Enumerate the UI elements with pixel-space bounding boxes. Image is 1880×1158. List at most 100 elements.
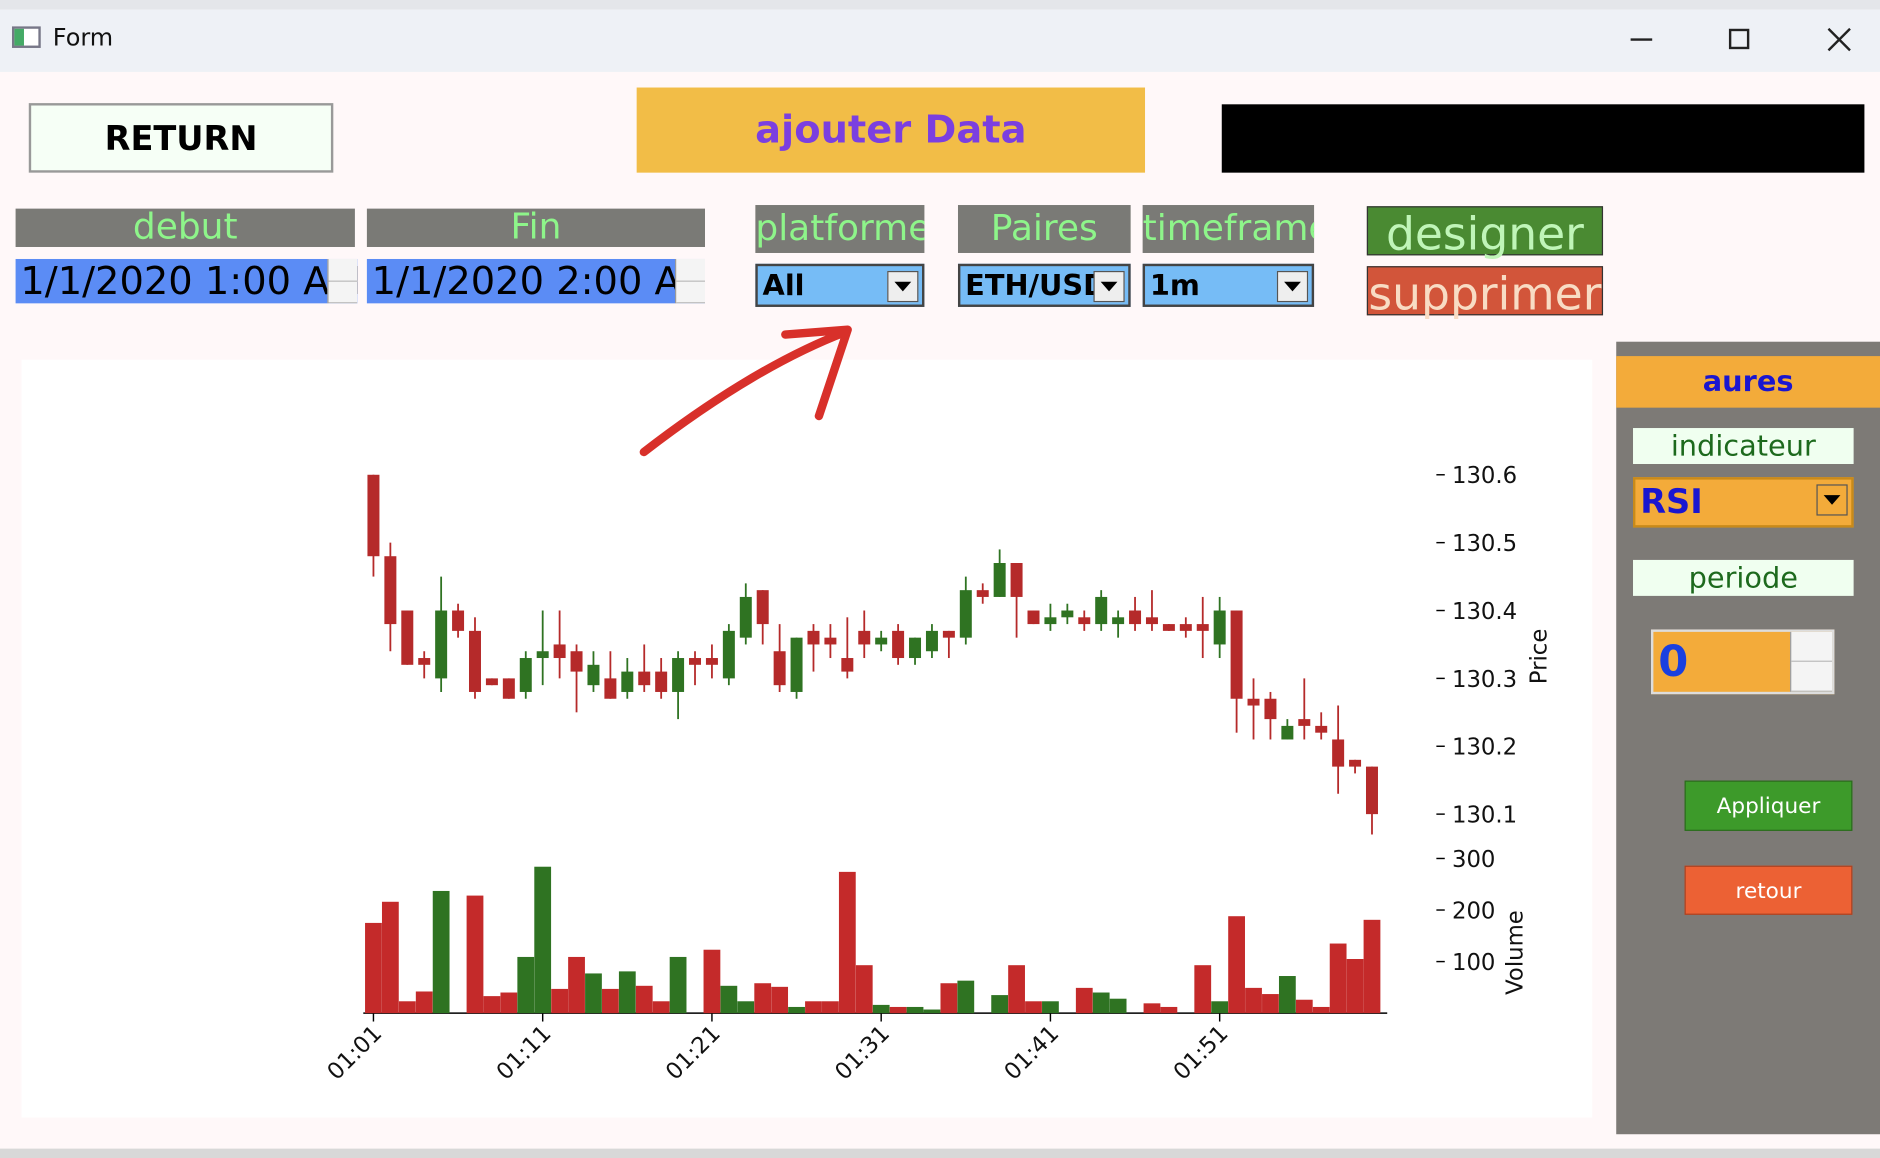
x-tick-label: 01:51	[1169, 1021, 1234, 1086]
indicator-label: indicateur	[1633, 428, 1854, 465]
pair-value: ETH/USD	[965, 268, 1108, 303]
window-icon	[11, 26, 41, 48]
volume-bar	[1363, 919, 1381, 1014]
candle-body	[892, 630, 905, 659]
volume-bar	[720, 985, 738, 1014]
volume-bar	[585, 973, 602, 1014]
candle-body	[993, 563, 1006, 597]
add-data-button[interactable]: ajouter Data	[636, 87, 1146, 173]
candle-body	[959, 590, 972, 638]
volume-bar	[1143, 1003, 1161, 1014]
candle-body	[689, 658, 702, 665]
timeframe-combo[interactable]: 1m	[1142, 263, 1315, 307]
candle-body	[1061, 610, 1074, 618]
candle-body	[858, 630, 871, 645]
platform-combo[interactable]: All	[755, 263, 925, 307]
apply-button[interactable]: Appliquer	[1684, 780, 1853, 831]
spinner[interactable]	[675, 258, 706, 304]
start-label: debut	[15, 208, 355, 247]
candle-body	[655, 671, 668, 692]
start-date[interactable]: 1/1/2020 1:00 AM	[15, 258, 358, 304]
candle-body	[1112, 617, 1125, 625]
candle-body	[672, 658, 685, 692]
volume-bar	[618, 971, 636, 1014]
back-button[interactable]: retour	[1684, 865, 1853, 915]
pair-combo[interactable]: ETH/USD	[957, 263, 1131, 307]
volume-bar	[483, 996, 501, 1014]
volume-bar	[1228, 916, 1245, 1014]
window-border	[0, 1148, 1880, 1158]
candle-body	[401, 610, 414, 665]
candle-body	[807, 630, 820, 645]
timeframe-value: 1m	[1149, 268, 1200, 303]
volume-bar	[551, 988, 569, 1014]
designer-button[interactable]: designer	[1366, 206, 1604, 260]
candle-body	[1213, 610, 1226, 645]
y-tick-label: 130.2	[1452, 735, 1517, 761]
candle-body	[1365, 766, 1378, 815]
candle-body	[1078, 617, 1091, 625]
candle-body	[1298, 719, 1311, 726]
end-date[interactable]: 1/1/2020 2:00 AM	[366, 258, 706, 304]
background-app	[0, 0, 1880, 10]
volume-bar	[652, 1001, 670, 1014]
candle-body	[841, 658, 854, 672]
volume-bar	[1042, 1001, 1059, 1014]
volume-bar	[805, 1001, 822, 1014]
volume-bar	[957, 980, 975, 1014]
delete-button[interactable]: supprimer	[1366, 266, 1604, 321]
candle-body	[1332, 739, 1345, 767]
volume-bar	[415, 991, 433, 1014]
volume-bar	[1278, 976, 1296, 1014]
candle-body	[1010, 563, 1023, 597]
volume-bar	[635, 985, 653, 1014]
volume-axis-label: Volume	[1503, 910, 1529, 995]
candle-body	[536, 651, 549, 659]
volume-bar	[1262, 994, 1279, 1014]
candle-body	[925, 630, 938, 652]
candle-body	[909, 637, 922, 659]
y-tick-label: 130.6	[1452, 463, 1517, 489]
candle-body	[773, 651, 786, 686]
volume-bar	[1160, 1006, 1178, 1014]
close-button[interactable]	[1826, 26, 1852, 52]
volume-bar	[754, 983, 772, 1014]
volume-bar	[601, 988, 619, 1014]
candle-body	[502, 678, 515, 699]
volume-bar	[1194, 965, 1212, 1014]
candle-body	[976, 590, 989, 597]
candle-body	[418, 658, 431, 665]
spinner[interactable]	[327, 258, 358, 304]
volume-bar	[1008, 965, 1025, 1014]
candle-body	[790, 637, 803, 692]
indicator-value: RSI	[1640, 481, 1703, 522]
volume-bar	[534, 866, 552, 1014]
volume-bar	[703, 949, 721, 1014]
y-tick-label: 130.3	[1452, 667, 1517, 693]
candlestick-chart: 130.1 130.2 130.3 130.4 130.5 130.6 Price 100 20…	[21, 359, 1593, 1118]
period-spinbox[interactable]: 0	[1650, 629, 1835, 695]
volume-bar	[838, 871, 856, 1014]
candle-body	[621, 671, 634, 692]
candle-body	[384, 556, 397, 625]
candle-body	[942, 630, 955, 638]
x-tick-label: 01:21	[661, 1021, 726, 1086]
volume-bar	[788, 1006, 805, 1014]
candle-body	[570, 651, 583, 672]
volume-bar	[1245, 987, 1262, 1014]
volume-bar	[568, 956, 585, 1014]
maximize-button[interactable]	[1728, 28, 1750, 50]
candle-body	[553, 644, 566, 659]
candle-body	[1247, 698, 1260, 706]
candle-body	[875, 637, 888, 645]
volume-bar	[1329, 943, 1347, 1014]
indicator-combo[interactable]: RSI	[1633, 477, 1854, 528]
return-button[interactable]: RETURN	[28, 103, 334, 173]
volume-bar	[669, 956, 687, 1014]
platform-label: platforme	[755, 205, 925, 253]
minimize-button[interactable]	[1630, 38, 1653, 41]
status-box	[1221, 104, 1865, 173]
volume-bar	[872, 1004, 890, 1014]
candle-body	[638, 671, 651, 686]
